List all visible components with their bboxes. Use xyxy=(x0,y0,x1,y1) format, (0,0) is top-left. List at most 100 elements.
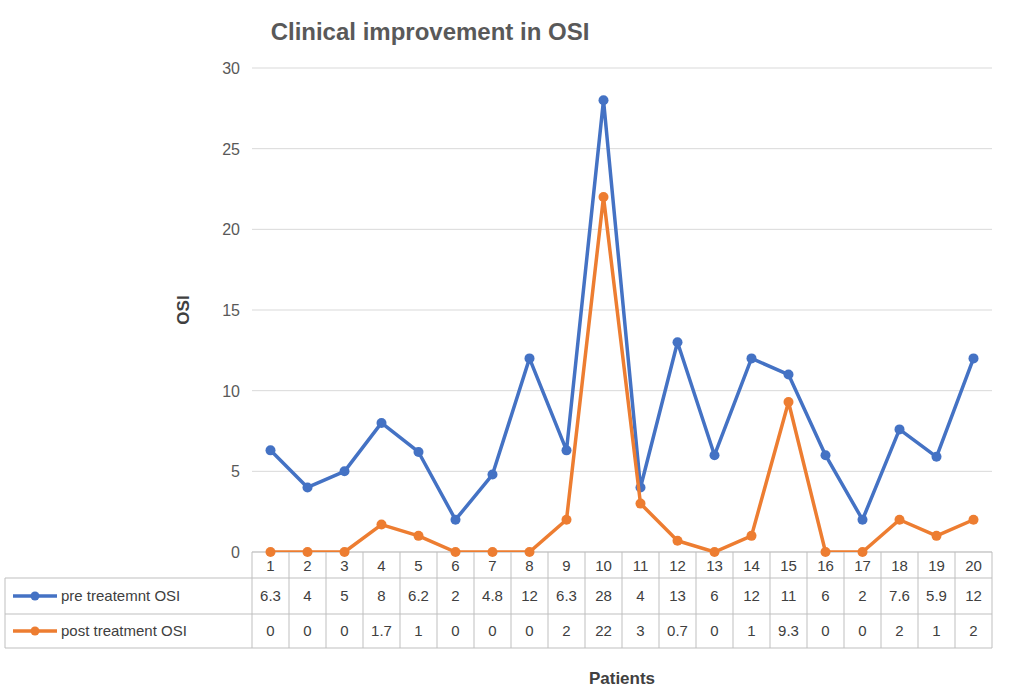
series-marker xyxy=(414,447,424,457)
legend-label: pre treatemnt OSI xyxy=(61,587,180,604)
series-marker xyxy=(969,515,979,525)
series-marker xyxy=(710,450,720,460)
grid-line xyxy=(252,68,992,69)
y-tick-label: 20 xyxy=(222,221,240,238)
table-value: 4 xyxy=(303,587,311,604)
table-value: 28 xyxy=(595,587,612,604)
x-tick-label: 4 xyxy=(377,557,385,574)
table-value: 0.7 xyxy=(667,622,688,639)
table-line xyxy=(326,552,327,648)
table-value: 0 xyxy=(710,622,718,639)
y-tick-label: 25 xyxy=(222,141,240,158)
series-marker xyxy=(377,520,387,530)
series-marker xyxy=(599,95,609,105)
chart-title: Clinical improvement in OSI xyxy=(271,18,590,45)
table-line xyxy=(844,552,845,648)
table-value: 5.9 xyxy=(926,587,947,604)
series-marker xyxy=(636,499,646,509)
table-value: 4.8 xyxy=(482,587,503,604)
y-tick-label: 10 xyxy=(222,383,240,400)
table-value: 0 xyxy=(525,622,533,639)
x-tick-label: 18 xyxy=(891,557,908,574)
table-value: 4 xyxy=(636,587,644,604)
series-marker xyxy=(562,515,572,525)
table-value: 1 xyxy=(747,622,755,639)
table-line xyxy=(992,552,993,648)
series-marker xyxy=(895,515,905,525)
chart-container: Clinical improvement in OSIOSI0510152025… xyxy=(0,0,1011,700)
table-value: 6 xyxy=(821,587,829,604)
y-tick-label: 30 xyxy=(222,60,240,77)
table-line xyxy=(252,552,253,648)
series-marker xyxy=(895,424,905,434)
table-value: 13 xyxy=(669,587,686,604)
x-tick-label: 5 xyxy=(414,557,422,574)
series-marker xyxy=(340,466,350,476)
table-value: 22 xyxy=(595,622,612,639)
table-value: 3 xyxy=(636,622,644,639)
x-tick-label: 8 xyxy=(525,557,533,574)
x-tick-label: 14 xyxy=(743,557,760,574)
series-marker xyxy=(747,531,757,541)
table-value: 1.7 xyxy=(371,622,392,639)
table-value: 12 xyxy=(743,587,760,604)
table-line xyxy=(585,552,586,648)
table-line xyxy=(622,552,623,648)
table-value: 2 xyxy=(969,622,977,639)
series-marker xyxy=(784,397,794,407)
y-tick-label: 0 xyxy=(231,544,240,561)
x-tick-label: 10 xyxy=(595,557,612,574)
grid-line xyxy=(252,148,992,149)
x-tick-label: 2 xyxy=(303,557,311,574)
table-value: 2 xyxy=(895,622,903,639)
series-marker xyxy=(821,547,831,557)
legend-label: post treatment OSI xyxy=(61,622,187,639)
series-marker xyxy=(821,450,831,460)
series-marker xyxy=(303,547,313,557)
series-marker xyxy=(525,547,535,557)
series-marker xyxy=(710,547,720,557)
x-tick-label: 11 xyxy=(633,557,649,574)
table-value: 2 xyxy=(858,587,866,604)
table-value: 0 xyxy=(340,622,348,639)
table-value: 6.3 xyxy=(556,587,577,604)
series-marker xyxy=(340,547,350,557)
series-marker xyxy=(747,353,757,363)
x-tick-label: 19 xyxy=(928,557,945,574)
x-tick-label: 3 xyxy=(340,557,348,574)
x-tick-label: 13 xyxy=(706,557,723,574)
table-line xyxy=(437,552,438,648)
table-value: 0 xyxy=(266,622,274,639)
table-value: 1 xyxy=(414,622,422,639)
series-marker xyxy=(858,515,868,525)
table-value: 12 xyxy=(965,587,982,604)
table-value: 11 xyxy=(781,587,797,604)
series-marker xyxy=(266,547,276,557)
table-value: 2 xyxy=(562,622,570,639)
x-tick-label: 9 xyxy=(562,557,570,574)
series-marker xyxy=(599,192,609,202)
table-line xyxy=(363,552,364,648)
table-line xyxy=(733,552,734,648)
series-marker xyxy=(784,370,794,380)
table-value: 8 xyxy=(377,587,385,604)
legend-marker xyxy=(31,592,40,601)
table-value: 5 xyxy=(340,587,348,604)
table-line xyxy=(807,552,808,648)
table-line xyxy=(881,552,882,648)
grid-line xyxy=(252,390,992,391)
table-value: 2 xyxy=(451,587,459,604)
series-marker xyxy=(673,536,683,546)
x-tick-label: 1 xyxy=(266,557,274,574)
series-marker xyxy=(932,452,942,462)
series-marker xyxy=(488,547,498,557)
table-line xyxy=(918,552,919,648)
table-value: 1 xyxy=(932,622,940,639)
series-line xyxy=(271,197,974,552)
x-tick-label: 6 xyxy=(451,557,459,574)
table-line xyxy=(955,552,956,648)
table-value: 9.3 xyxy=(778,622,799,639)
grid-line xyxy=(252,229,992,230)
plot-marks xyxy=(266,95,979,557)
x-tick-label: 16 xyxy=(817,557,834,574)
